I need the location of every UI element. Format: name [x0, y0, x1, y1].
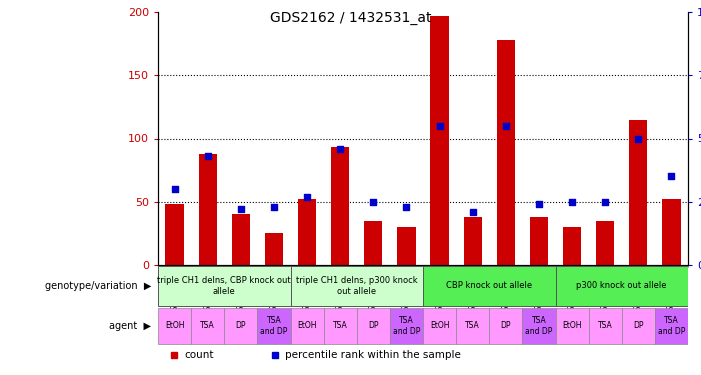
Point	[633, 135, 644, 141]
Point	[169, 186, 180, 192]
Text: p300 knock out allele: p300 knock out allele	[576, 282, 667, 291]
Text: DP: DP	[368, 321, 379, 330]
Point	[268, 204, 280, 210]
Bar	[662, 199, 681, 265]
Text: agent  ▶: agent ▶	[109, 321, 151, 331]
Bar	[463, 217, 482, 265]
Bar	[257, 265, 290, 267]
Bar	[489, 308, 522, 344]
Bar	[257, 308, 290, 344]
Bar	[290, 266, 423, 306]
Text: genotype/variation  ▶: genotype/variation ▶	[45, 281, 151, 291]
Point	[236, 206, 247, 212]
Point	[467, 209, 478, 215]
Bar	[365, 221, 383, 265]
Point	[301, 194, 313, 200]
Bar	[555, 266, 688, 306]
Text: TSA
and DP: TSA and DP	[260, 316, 287, 336]
Bar	[191, 265, 224, 267]
Bar	[158, 266, 290, 306]
Bar	[555, 265, 589, 267]
Bar	[622, 265, 655, 267]
Text: TSA
and DP: TSA and DP	[658, 316, 685, 336]
Bar	[555, 308, 589, 344]
Text: EtOH: EtOH	[297, 321, 317, 330]
Bar	[423, 266, 555, 306]
Point	[599, 199, 611, 205]
Point	[434, 123, 445, 129]
Bar	[655, 265, 688, 267]
Bar	[324, 308, 357, 344]
Bar	[489, 265, 522, 267]
Bar	[198, 154, 217, 265]
Bar	[423, 265, 456, 267]
Bar	[622, 308, 655, 344]
Text: TSA
and DP: TSA and DP	[393, 316, 420, 336]
Bar	[165, 204, 184, 265]
Bar	[596, 221, 614, 265]
Bar	[629, 120, 648, 265]
Text: percentile rank within the sample: percentile rank within the sample	[285, 350, 461, 360]
Point	[666, 174, 677, 180]
Bar	[522, 308, 555, 344]
Point	[501, 123, 512, 129]
Bar	[357, 265, 390, 267]
Bar	[390, 265, 423, 267]
Point	[401, 204, 412, 210]
Bar	[563, 227, 581, 265]
Bar	[497, 40, 515, 265]
Text: EtOH: EtOH	[165, 321, 184, 330]
Bar	[456, 265, 489, 267]
Text: count: count	[184, 350, 214, 360]
Text: triple CH1 delns, CBP knock out
allele: triple CH1 delns, CBP knock out allele	[158, 276, 291, 296]
Bar	[655, 308, 688, 344]
Text: TSA: TSA	[465, 321, 480, 330]
Text: EtOH: EtOH	[562, 321, 582, 330]
Bar	[589, 265, 622, 267]
Text: TSA
and DP: TSA and DP	[525, 316, 552, 336]
Text: DP: DP	[501, 321, 511, 330]
Point	[202, 153, 213, 159]
Point	[533, 201, 545, 207]
Bar	[224, 308, 257, 344]
Text: triple CH1 delns, p300 knock
out allele: triple CH1 delns, p300 knock out allele	[296, 276, 418, 296]
Bar	[430, 16, 449, 265]
Bar	[456, 308, 489, 344]
Bar	[298, 199, 316, 265]
Point	[334, 146, 346, 152]
Bar	[158, 265, 191, 267]
Text: GDS2162 / 1432531_at: GDS2162 / 1432531_at	[270, 11, 431, 25]
Bar	[423, 308, 456, 344]
Text: CBP knock out allele: CBP knock out allele	[447, 282, 532, 291]
Point	[566, 199, 578, 205]
Text: TSA: TSA	[598, 321, 613, 330]
Text: EtOH: EtOH	[430, 321, 449, 330]
Bar	[191, 308, 224, 344]
Text: TSA: TSA	[200, 321, 215, 330]
Bar	[232, 214, 250, 265]
Bar	[324, 265, 357, 267]
Bar	[397, 227, 416, 265]
Text: TSA: TSA	[333, 321, 348, 330]
Bar	[357, 308, 390, 344]
Bar	[530, 217, 548, 265]
Bar	[265, 233, 283, 265]
Bar	[390, 308, 423, 344]
Bar	[290, 308, 324, 344]
Bar	[224, 265, 257, 267]
Bar	[522, 265, 555, 267]
Bar	[589, 308, 622, 344]
Bar	[331, 147, 349, 265]
Bar	[290, 265, 324, 267]
Text: DP: DP	[236, 321, 246, 330]
Point	[368, 199, 379, 205]
Bar	[158, 308, 191, 344]
Text: DP: DP	[633, 321, 644, 330]
